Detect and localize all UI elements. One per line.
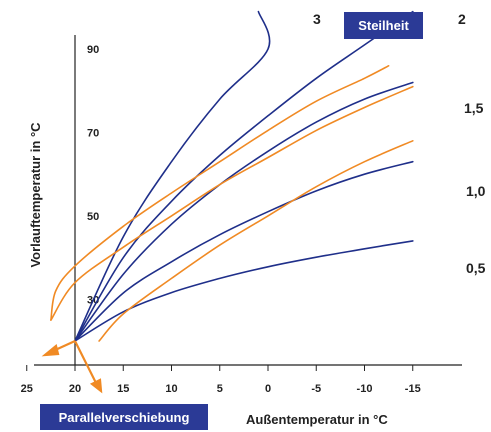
x-tick-label: 5 bbox=[217, 383, 223, 395]
x-axis-title: Außentemperatur in °C bbox=[246, 412, 388, 427]
curve-3 bbox=[74, 10, 271, 342]
curve-2 bbox=[74, 10, 414, 342]
x-tick-labels: 25 20 15 10 5 0 -5 -10 -15 bbox=[21, 365, 421, 395]
curve-label-0-5: 0,5 bbox=[466, 260, 486, 276]
x-tick-label: 0 bbox=[265, 383, 271, 395]
shifted-curve-7 bbox=[50, 65, 390, 321]
curve-1-5 bbox=[74, 81, 414, 342]
y-axis-title: Vorlauftemperatur in °C bbox=[28, 122, 43, 268]
x-tick-label: -10 bbox=[357, 383, 373, 395]
curve-label-1-5: 1,5 bbox=[464, 100, 484, 116]
x-tick-label: 25 bbox=[21, 383, 33, 395]
steilheit-label: Steilheit bbox=[358, 18, 409, 33]
y-tick-label: 70 bbox=[87, 128, 99, 140]
curve-1-0 bbox=[74, 160, 414, 342]
parallel-shift-label: Parallelverschiebung bbox=[59, 410, 190, 425]
x-tick-label: 10 bbox=[165, 383, 177, 395]
x-tick-label: 15 bbox=[117, 383, 129, 395]
curve-label-3: 3 bbox=[313, 11, 321, 27]
x-tick-label: -15 bbox=[405, 383, 421, 395]
curve-label-2: 2 bbox=[458, 11, 466, 27]
parallel-shift-arrows bbox=[41, 339, 103, 394]
shifted-curve-5 bbox=[98, 140, 414, 342]
curve-label-1-0: 1,0 bbox=[466, 183, 486, 199]
shifted-curve-6 bbox=[50, 85, 414, 321]
y-tick-label: 90 bbox=[87, 44, 99, 56]
heating-curves bbox=[50, 10, 414, 342]
parallel-shift-badge: Parallelverschiebung bbox=[40, 404, 208, 430]
steilheit-badge: Steilheit bbox=[344, 12, 423, 39]
curve-labels: 3 2 1,5 1,0 0,5 bbox=[313, 11, 486, 276]
x-tick-label: -5 bbox=[311, 383, 321, 395]
y-tick-label: 50 bbox=[87, 211, 99, 223]
x-tick-label: 20 bbox=[69, 383, 81, 395]
